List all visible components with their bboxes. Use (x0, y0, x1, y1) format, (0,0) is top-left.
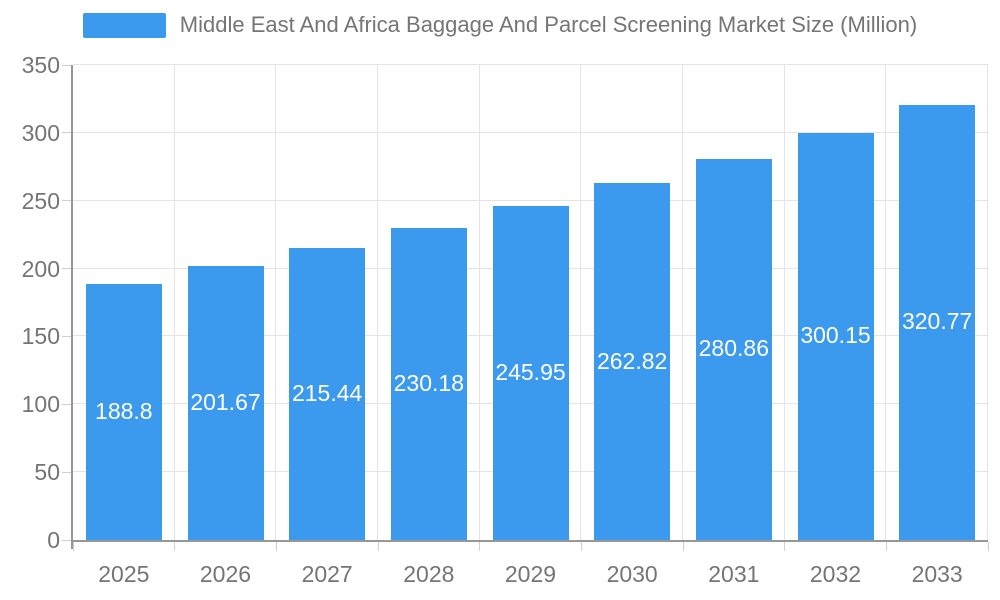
gridline-vertical (885, 65, 887, 540)
gridline-vertical (377, 65, 378, 540)
gridline-vertical (783, 65, 785, 540)
y-axis-tick-label: 50 (34, 459, 60, 486)
bar-2025[interactable] (85, 283, 162, 540)
y-axis-tick (62, 64, 71, 66)
y-axis-tick-label: 100 (21, 391, 60, 418)
y-axis-tick (62, 539, 71, 541)
x-axis-tick-label: 2032 (809, 561, 862, 587)
y-axis-line (71, 65, 73, 549)
plot-area: 188.8 201.67 215.44 230.18 245.95 262.82 280.8… (62, 64, 989, 551)
legend-swatch-icon (82, 12, 166, 38)
gridline-vertical (682, 65, 683, 540)
x-axis-tick (479, 542, 481, 551)
chart-title: Middle East And Africa Baggage And Parce… (179, 12, 918, 37)
y-axis-tick (62, 335, 71, 337)
y-axis-tick-label: 150 (21, 323, 60, 350)
y-axis-tick (62, 268, 71, 270)
gridline-vertical (275, 65, 277, 540)
x-axis-tick (682, 542, 684, 551)
x-axis-tick (580, 542, 582, 551)
chart-legend[interactable]: Middle East And Africa Baggage And Parce… (0, 12, 1000, 38)
bar-2026[interactable] (187, 266, 264, 540)
bar-2032[interactable] (797, 132, 874, 540)
x-axis-tick-label: 2027 (301, 561, 353, 587)
y-axis-tick (62, 200, 71, 202)
y-axis-tick (62, 471, 71, 473)
x-axis-tick (174, 542, 176, 551)
x-axis-tick (987, 542, 989, 551)
x-axis-tick-label: 2029 (504, 561, 557, 587)
x-axis-tick-label: 2025 (98, 561, 150, 587)
gridline-horizontal (73, 199, 988, 201)
x-axis-tick-label: 2030 (606, 561, 658, 587)
x-axis-line (71, 540, 988, 542)
y-axis-tick-label: 0 (47, 527, 60, 553)
y-axis-tick (62, 403, 71, 405)
x-axis-tick (784, 542, 786, 551)
x-axis-tick-label: 2026 (199, 561, 252, 587)
bar-2030[interactable] (594, 183, 671, 540)
gridline-vertical (173, 65, 175, 540)
gridline-vertical (478, 65, 480, 540)
gridline-horizontal (73, 64, 988, 65)
gridline-horizontal (73, 131, 988, 133)
y-axis-tick (62, 132, 71, 134)
y-axis-tick-label: 300 (21, 119, 60, 146)
gridline-vertical (580, 65, 582, 540)
bar-2027[interactable] (289, 247, 366, 540)
x-axis-tick (275, 542, 277, 551)
y-axis-tick-label: 200 (21, 255, 60, 282)
y-axis-tick-label: 350 (21, 52, 60, 78)
bar-2033[interactable] (899, 104, 976, 540)
x-axis-tick-label: 2028 (403, 561, 455, 587)
x-axis-tick (885, 542, 887, 551)
x-axis-tick-label: 2031 (708, 561, 760, 587)
bar-2031[interactable] (695, 158, 772, 540)
bar-2029[interactable] (492, 206, 569, 540)
x-axis-tick (377, 542, 379, 551)
bar-2028[interactable] (390, 227, 467, 540)
y-axis-tick-label: 250 (21, 187, 60, 214)
gridline-vertical (987, 65, 988, 540)
x-axis-tick-label: 2033 (911, 561, 963, 587)
x-axis-tick (72, 542, 74, 551)
